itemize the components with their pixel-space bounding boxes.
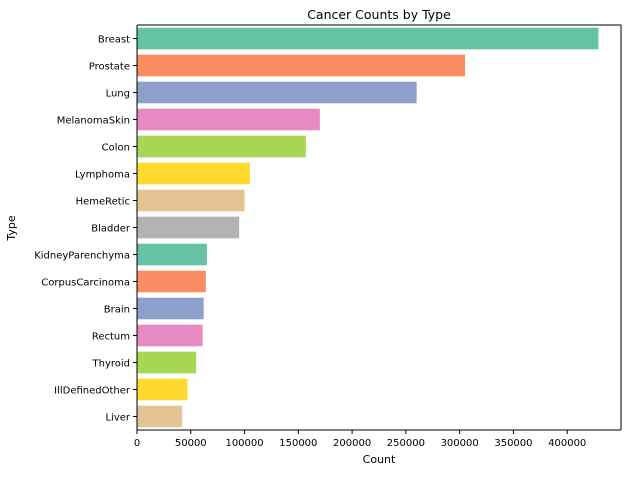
x-tick-label: 400000 <box>548 438 586 449</box>
x-tick-label: 350000 <box>494 438 532 449</box>
x-tick-label: 300000 <box>441 438 479 449</box>
y-tick-label: CorpusCarcinoma <box>41 278 130 289</box>
bars-layer <box>137 27 599 428</box>
y-tick-label: Rectum <box>92 332 130 343</box>
y-tick-label: HemeRetic <box>76 197 130 208</box>
bar-KidneyParenchyma <box>137 243 207 266</box>
x-tick-label: 100000 <box>225 438 263 449</box>
bar-CorpusCarcinoma <box>137 270 206 293</box>
bar-Rectum <box>137 324 203 347</box>
bar-Brain <box>137 297 204 320</box>
bar-IllDefinedOther <box>137 378 188 401</box>
bar-Lung <box>137 81 417 104</box>
y-tick-label: Lymphoma <box>75 170 130 181</box>
x-tick-label: 150000 <box>279 438 317 449</box>
bar-Prostate <box>137 54 466 77</box>
x-tick-label: 50000 <box>175 438 207 449</box>
x-tick-label: 250000 <box>387 438 425 449</box>
y-tick-label: Liver <box>105 413 130 424</box>
bar-MelanomaSkin <box>137 108 320 131</box>
x-tick-label: 200000 <box>333 438 371 449</box>
bar-HemeRetic <box>137 189 245 212</box>
axes-layer: Breast Prostate Lung MelanomaSkin Colon Lymph… <box>34 24 622 449</box>
y-tick-label: IllDefinedOther <box>54 386 131 397</box>
y-tick-label: Bladder <box>91 224 131 235</box>
x-tick-label: 0 <box>134 438 140 449</box>
y-tick-label: MelanomaSkin <box>57 116 130 127</box>
bar-Liver <box>137 405 183 428</box>
y-axis-label: Type <box>5 215 18 241</box>
bar-Colon <box>137 135 306 158</box>
chart-title: Cancer Counts by Type <box>307 7 451 22</box>
y-tick-label: Prostate <box>89 62 130 73</box>
bar-Thyroid <box>137 351 197 374</box>
y-tick-label: Breast <box>98 35 130 46</box>
bar-Lymphoma <box>137 162 250 185</box>
y-tick-label: KidneyParenchyma <box>34 251 130 262</box>
x-axis-label: Count <box>363 453 396 466</box>
y-tick-label: Colon <box>102 143 130 154</box>
bar-Breast <box>137 27 599 50</box>
y-tick-label: Lung <box>106 89 130 100</box>
bar-Bladder <box>137 216 240 239</box>
y-tick-label: Brain <box>104 305 130 316</box>
y-tick-label: Thyroid <box>92 359 131 370</box>
